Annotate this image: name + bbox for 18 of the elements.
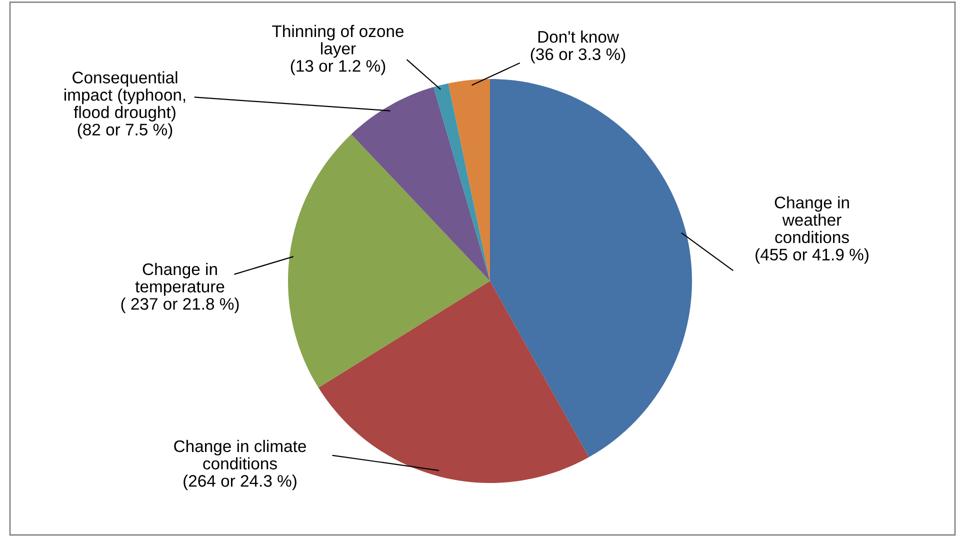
- data-label: (455 or 41.9 %): [756, 248, 868, 264]
- slice-label: Thinning of ozone layer: [272, 24, 404, 58]
- data-label: (13 or 1.2 %): [290, 60, 386, 76]
- slice-label: Consequential impact (typhoon, flood drought): [64, 71, 186, 122]
- pie-slice: [490, 79, 692, 458]
- pie-slice: [318, 281, 589, 483]
- data-label: (82 or 7.5 %): [78, 123, 172, 139]
- pie-slice: [434, 83, 490, 281]
- data-label: (264 or 24.3 %): [184, 474, 296, 490]
- slice-label: Change in weather conditions: [774, 196, 849, 244]
- pie-slice: [351, 87, 490, 281]
- pie-slice: [288, 134, 490, 388]
- data-label: ( 237 or 21.8 %): [121, 298, 239, 314]
- slice-label: Don't know: [538, 30, 620, 43]
- data-label: (36 or 3.3 %): [530, 48, 626, 64]
- slice-label: Change in climate conditions: [174, 440, 306, 470]
- pie-slice: [448, 79, 490, 281]
- slice-label: Change in temperature: [135, 262, 224, 296]
